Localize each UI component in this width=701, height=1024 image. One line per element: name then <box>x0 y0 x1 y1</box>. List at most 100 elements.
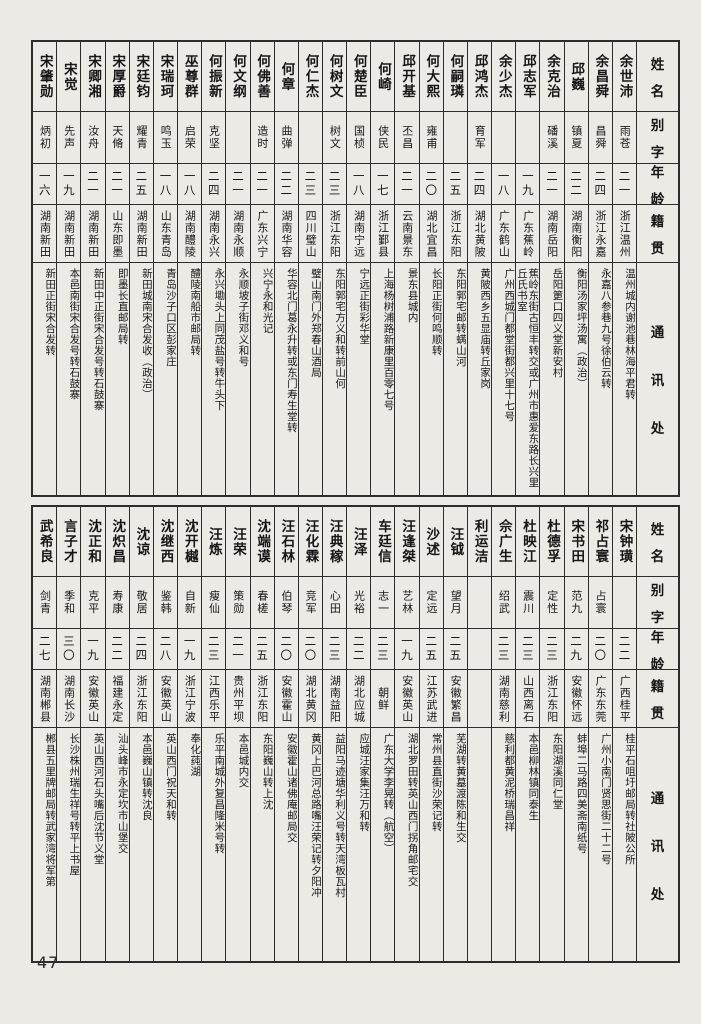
zi-text: 先声 <box>62 125 76 150</box>
address-text: 永兴墈头上同茂盐号转牛头下 <box>213 268 226 411</box>
name-cell: 何嗣璘 <box>444 42 467 111</box>
header-column: 姓名别字年龄籍贯通讯处 <box>636 507 678 961</box>
zi-text: 占寰 <box>594 590 608 615</box>
native-cell: 湖北黄陂 <box>467 204 492 262</box>
name-cell: 利运洁 <box>468 507 491 576</box>
page-number: 47 <box>37 953 60 972</box>
age-text: 二一 <box>110 170 125 198</box>
entry-column: 沈炽昌 寿康 二二 福建永定 汕头峰市永定坎市山堡交 <box>104 507 129 961</box>
name-cell: 沙述 <box>420 507 443 576</box>
zi-cell <box>298 111 322 163</box>
age-text: 二〇 <box>279 635 294 663</box>
entry-column: 佘广生 绍武 二三 湖南慈利 慈利都黄泥桥瑞昌祥 <box>491 507 516 961</box>
header-native: 籍贯 <box>637 204 678 262</box>
native-cell: 湖南益阳 <box>322 669 347 727</box>
entry-column: 祁占寰 占寰 二〇 广东东莞 广州小南门贤思街二十二号 <box>587 507 612 961</box>
entry-column: 何佛善 造时 二一 广东兴宁 兴宁永和光记 <box>249 42 274 495</box>
age-cell: 二一 <box>250 163 274 204</box>
entry-column: 沈正和 克平 一九 安徽英山 英山西河石头嘴后沈节义堂 <box>80 507 105 961</box>
address-text: 奉化莼湖 <box>189 733 202 777</box>
native-text: 安徽英山 <box>400 674 414 723</box>
zi-text: 望月 <box>449 590 463 615</box>
native-cell: 山东青岛 <box>153 204 178 262</box>
native-cell: 湖南宁远 <box>347 204 371 262</box>
age-text: 二一 <box>617 170 632 198</box>
name-cell: 车廷信 <box>371 507 394 576</box>
address-cell: 蚌埠二马路四美斋南纸号 <box>564 727 588 961</box>
age-cell: 二三 <box>202 628 226 669</box>
name-text: 何树文 <box>326 54 343 99</box>
native-text: 湖南永兴 <box>207 209 221 258</box>
name-text: 车廷信 <box>374 519 391 564</box>
zi-text: 光裕 <box>352 590 366 615</box>
address-cell: 东阳郭宅方义和转前山何 <box>322 262 347 495</box>
address-text: 慈利都黄泥桥瑞昌祥 <box>503 733 516 832</box>
age-cell: 一九 <box>395 628 419 669</box>
native-cell: 湖南慈利 <box>492 669 516 727</box>
entry-column: 宋廷钧 耀青 二五 湖南新田 新田城南宋合发收（政治） <box>128 42 153 495</box>
address-text: 永嘉八参巷九号徐伯云转 <box>599 268 612 389</box>
address-cell: 蕉岭东街古恒丰转交或广州市惠爱东路长兴里丘氏书室 <box>516 262 540 495</box>
age-text: 二四 <box>134 635 149 663</box>
zi-text: 启荣 <box>183 125 197 150</box>
entry-column: 沙述 定远 二五 江苏武进 常州县直街沙荣记转 <box>418 507 443 961</box>
zi-text: 磻溪 <box>545 125 559 150</box>
zi-text: 绍武 <box>497 590 511 615</box>
address-text: 衡阳汤家坪汤寓（政治） <box>575 268 588 389</box>
address-cell: 黄陂西乡五显庙转丘家岗 <box>467 262 492 495</box>
age-cell: 二二 <box>612 628 636 669</box>
name-text: 沈继西 <box>157 519 174 564</box>
native-text: 广东东莞 <box>594 674 608 723</box>
entry-column: 沈继西 鉴韩 二八 安徽英山 英山西门祝天和转 <box>152 507 178 961</box>
age-text: 二三 <box>303 170 318 198</box>
age-cell: 二三 <box>371 628 395 669</box>
zi-text: 瘦仙 <box>207 590 221 615</box>
age-cell: 二二 <box>347 628 371 669</box>
header-char: 贯 <box>650 706 665 722</box>
entry-column: 汪逢桀 艺林 一九 安徽英山 湖北罗田转英山西门拐角邮宅交 <box>394 507 419 961</box>
name-cell: 宋厚爵 <box>106 42 129 111</box>
address-text: 蚌埠二马路四美斋南纸号 <box>575 733 588 854</box>
zi-text: 树文 <box>328 125 342 150</box>
native-cell: 山东即墨 <box>105 204 129 262</box>
zi-cell: 心田 <box>322 576 347 628</box>
native-text: 湖南慈利 <box>497 674 511 723</box>
address-cell: 兴宁永和光记 <box>250 262 274 495</box>
name-cell: 汪炼 <box>202 507 225 576</box>
address-cell: 英山西河石头嘴后沈节义堂 <box>81 727 105 961</box>
native-cell: 浙江东阳 <box>540 669 564 727</box>
zi-text: 侠民 <box>376 125 390 150</box>
zi-cell: 震川 <box>516 576 540 628</box>
zi-text: 范九 <box>569 590 583 615</box>
address-text: 岳阳筻口四义堂新安村 <box>551 268 564 378</box>
address-text: 青岛沙子口区彭家庄 <box>165 268 178 367</box>
zi-text: 育军 <box>473 125 487 150</box>
name-cell: 邱鸿杰 <box>468 42 491 111</box>
zi-cell: 育军 <box>467 111 492 163</box>
age-cell: 二八 <box>153 628 178 669</box>
name-cell: 沈炽昌 <box>106 507 129 576</box>
zi-cell: 剑青 <box>33 576 57 628</box>
zi-cell: 春槎 <box>250 576 274 628</box>
age-cell: 二一 <box>105 163 129 204</box>
native-cell: 湖南郴县 <box>33 669 57 727</box>
age-cell: 二〇 <box>298 628 322 669</box>
native-text: 广东蕉岭 <box>521 209 535 258</box>
entry-column: 沈端谟 春槎 二五 浙江东阳 东阳巍山转上沈 <box>249 507 274 961</box>
header-char: 别 <box>650 583 665 599</box>
name-cell: 余昌舜 <box>589 42 612 111</box>
age-text: 二五 <box>134 170 149 198</box>
age-cell: 二九 <box>564 628 588 669</box>
age-text: 二五 <box>424 635 439 663</box>
native-cell: 广东兴宁 <box>250 204 274 262</box>
header-char: 年 <box>650 164 665 181</box>
age-text: 一九 <box>520 170 535 198</box>
entry-column: 宋瑞珂 鸣玉 一八 山东青岛 青岛沙子口区彭家庄 <box>152 42 178 495</box>
name-cell: 宋卿湘 <box>81 42 104 111</box>
address-cell: 本邑柳林镇同泰生 <box>516 727 540 961</box>
address-text: 华容北门葛永升转或东门寿生堂转 <box>285 268 298 433</box>
age-cell: 二四 <box>588 163 612 204</box>
age-text: 二四 <box>206 170 221 198</box>
age-text: 二一 <box>544 170 559 198</box>
